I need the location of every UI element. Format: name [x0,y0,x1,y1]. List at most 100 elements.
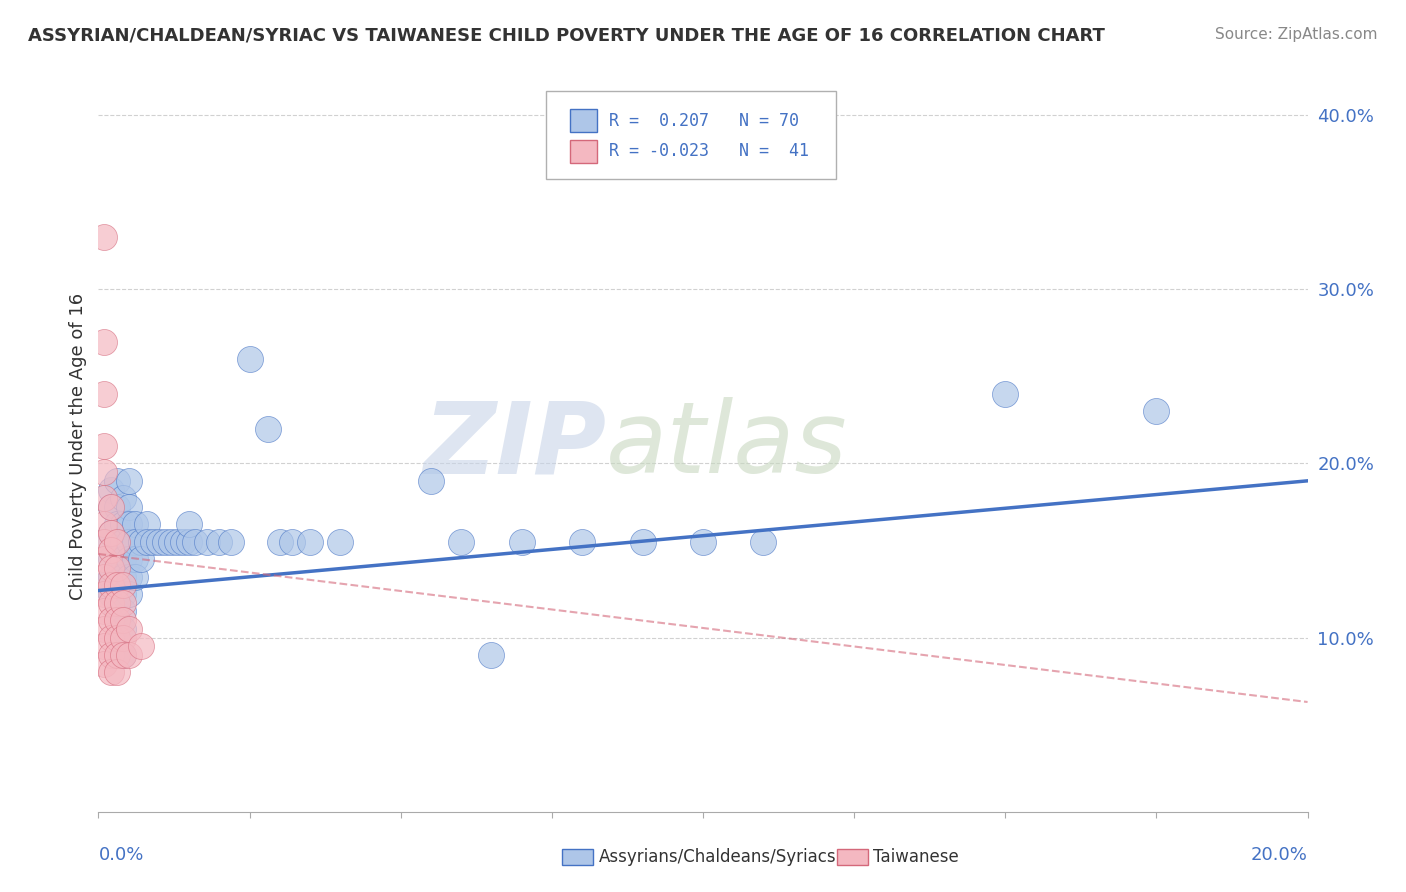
Point [93,439,115,453]
Point [329,534,352,549]
FancyBboxPatch shape [569,139,596,163]
Point [93,604,115,618]
Point [172,534,194,549]
Text: atlas: atlas [606,398,848,494]
Point [105,561,128,575]
Point [105,500,128,514]
Point [124,552,146,566]
Point [111,613,134,627]
Point [105,534,128,549]
Text: R =  0.207   N = 70: R = 0.207 N = 70 [609,112,799,129]
Point [111,587,134,601]
Point [105,534,128,549]
Point [105,552,128,566]
Point [105,578,128,592]
Point [111,648,134,662]
Point [420,474,443,488]
Point [179,517,201,532]
Point [105,631,128,645]
Point [111,491,134,506]
Y-axis label: Child Poverty Under the Age of 16: Child Poverty Under the Age of 16 [69,293,87,599]
Text: Taiwanese: Taiwanese [873,848,959,866]
Point [166,534,188,549]
Point [93,578,115,592]
Point [100,648,122,662]
Point [105,474,128,488]
Point [299,534,322,549]
Point [281,534,304,549]
Point [135,517,157,532]
Point [1144,404,1167,418]
Point [256,421,278,435]
Point [100,569,122,583]
Point [571,534,593,549]
Point [93,534,115,549]
Point [118,648,141,662]
Point [111,631,134,645]
Point [93,534,115,549]
Point [93,587,115,601]
Point [100,665,122,680]
Point [179,534,201,549]
Text: 20.0%: 20.0% [1251,847,1308,864]
Point [450,534,472,549]
FancyBboxPatch shape [569,109,596,132]
Point [100,578,122,592]
Point [100,587,122,601]
Point [184,534,207,549]
Point [93,517,115,532]
Point [105,648,128,662]
Point [100,596,122,610]
Point [208,534,231,549]
Point [100,543,122,558]
Point [124,569,146,583]
Point [93,569,115,583]
Text: ASSYRIAN/CHALDEAN/SYRIAC VS TAIWANESE CHILD POVERTY UNDER THE AGE OF 16 CORRELAT: ASSYRIAN/CHALDEAN/SYRIAC VS TAIWANESE CH… [28,27,1105,45]
Point [105,604,128,618]
Point [111,596,134,610]
Point [105,517,128,532]
Point [111,648,134,662]
Text: 0.0%: 0.0% [98,847,143,864]
Point [100,500,122,514]
Point [135,534,157,549]
Point [153,534,176,549]
Point [93,334,115,349]
Point [100,631,122,645]
Point [148,534,170,549]
Point [111,578,134,592]
Point [93,640,115,654]
Point [994,386,1017,401]
Point [221,534,243,549]
Point [105,665,128,680]
Point [239,351,262,366]
Point [100,483,122,497]
Point [111,552,134,566]
Point [692,534,714,549]
Point [129,640,152,654]
Point [93,491,115,506]
Point [195,534,218,549]
Point [129,552,152,566]
Point [100,613,122,627]
Point [93,552,115,566]
Point [100,526,122,541]
Point [111,517,134,532]
Point [111,534,134,549]
Point [124,517,146,532]
Text: ZIP: ZIP [423,398,606,494]
Point [118,500,141,514]
Point [510,534,533,549]
Point [100,500,122,514]
Point [100,526,122,541]
Point [93,386,115,401]
Point [752,534,775,549]
Point [118,587,141,601]
Point [118,552,141,566]
Point [100,561,122,575]
Point [100,552,122,566]
Point [124,534,146,549]
Text: Source: ZipAtlas.com: Source: ZipAtlas.com [1215,27,1378,42]
Point [93,465,115,479]
Point [105,587,128,601]
